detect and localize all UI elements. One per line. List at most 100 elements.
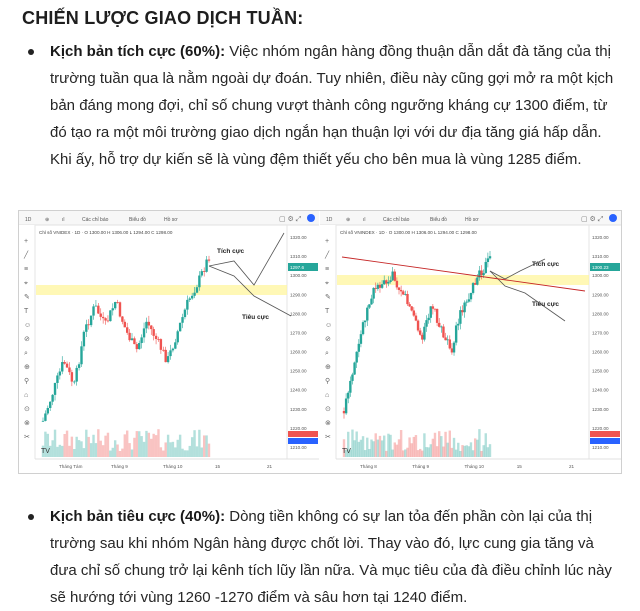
volume-bar (202, 435, 206, 457)
chart-left[interactable]: 1D ⊕ ıl Các chỉ báo Biểu đồ Hồ sơ ▢ ⚙ ⤢ + ╱ ≡ ⌖ ✎ T ☺… (19, 211, 319, 473)
toolbar-item[interactable]: Các chỉ báo (383, 216, 410, 223)
candle-body (469, 292, 473, 300)
drawing-tool-icon[interactable]: ⊙ (325, 406, 331, 413)
negative-scenario-label: Tiêu cực (242, 314, 269, 321)
drawing-tool-icon[interactable]: + (325, 238, 329, 245)
candle-body (183, 309, 187, 318)
tv-watermark: TV (342, 448, 351, 455)
drawing-tool-icon[interactable]: ☺ (24, 322, 31, 329)
drawing-tool-icon[interactable]: ☺ (325, 322, 332, 329)
volume-bar (454, 449, 458, 457)
price-tick-label: 1320.00 (592, 235, 609, 240)
chart-panel: 1D ⊕ ıl Các chỉ báo Biểu đồ Hồ sơ ▢ ⚙ ⤢ + ╱ ≡ ⌖ ✎ T ☺… (18, 210, 622, 474)
volume-bar (44, 431, 47, 457)
drawing-tool-icon[interactable]: ╱ (23, 250, 29, 259)
volume-bar (135, 431, 139, 457)
drawing-tool-icon[interactable]: ⌖ (24, 280, 28, 287)
drawing-tool-icon[interactable]: + (24, 238, 28, 245)
toolbar-item[interactable]: 1D (326, 217, 333, 223)
price-tick-label: 1270.00 (592, 330, 609, 335)
volume-bar (174, 447, 177, 457)
drawing-tool-icon[interactable]: T (325, 308, 330, 315)
volume-bar (461, 445, 464, 457)
volume-bar (150, 438, 153, 457)
candle-body (77, 364, 81, 368)
volume-bar (372, 441, 375, 457)
price-tick-label: 1280.00 (592, 311, 609, 316)
candle-body (484, 261, 487, 274)
volume-bar (347, 431, 350, 457)
volume-bar (440, 436, 443, 457)
drawing-toolbar (19, 225, 35, 459)
drawing-tool-icon[interactable]: T (24, 308, 29, 315)
volume-bar (121, 448, 124, 457)
candle-body (412, 310, 416, 316)
drawing-tool-icon[interactable]: ╱ (324, 250, 330, 259)
candle-body (176, 331, 179, 343)
toolbar-item[interactable]: ⊕ (346, 217, 350, 223)
candle-body (486, 258, 490, 262)
toolbar-item[interactable]: Hồ sơ (465, 217, 479, 223)
drawing-tool-icon[interactable]: ✎ (24, 294, 30, 301)
candle-body (351, 374, 354, 381)
toolbar-item[interactable]: Biểu đồ (129, 216, 146, 223)
drawing-tool-icon[interactable]: ⌂ (24, 392, 28, 399)
toolbar-item[interactable]: Biểu đồ (430, 216, 447, 223)
candle-body (147, 321, 151, 326)
drawing-tool-icon[interactable]: ⊗ (325, 420, 331, 427)
drawing-tool-icon[interactable]: ✂ (24, 434, 30, 441)
drawing-tool-icon[interactable]: ⊘ (24, 336, 30, 343)
candle-body (82, 331, 86, 347)
candle-body (53, 382, 57, 395)
drawing-tool-icon[interactable]: ⊘ (325, 336, 331, 343)
volume-bar (133, 437, 136, 457)
candle-body (56, 375, 59, 383)
toolbar-item[interactable]: Hồ sơ (164, 217, 178, 223)
candle-body (444, 337, 447, 341)
price-tick-label: 1310.00 (290, 254, 307, 259)
volume-bar (488, 444, 492, 457)
price-tick-label: 1220.00 (592, 426, 609, 431)
toolbar-icons: ▢ ⚙ ⤢ (581, 215, 604, 223)
candle-body (123, 321, 126, 328)
volume-bar (157, 429, 160, 457)
drawing-tool-icon[interactable]: ⚲ (325, 377, 330, 385)
volume-bar (207, 443, 211, 457)
volume-bar (429, 444, 432, 457)
toolbar-item[interactable]: ⊕ (45, 217, 49, 223)
toolbar-item[interactable]: 1D (25, 217, 32, 223)
bullet-dot (28, 49, 34, 55)
drawing-tool-icon[interactable]: ⌕ (24, 350, 28, 357)
drawing-tool-icon[interactable]: ≡ (24, 266, 28, 273)
volume-bar (109, 450, 112, 457)
toolbar-item[interactable]: Các chỉ báo (82, 216, 109, 223)
drawing-tool-icon[interactable]: ⌕ (325, 350, 329, 357)
drawing-tool-icon[interactable]: ⌖ (325, 280, 329, 287)
candle-body (480, 270, 483, 276)
drawing-tool-icon[interactable]: ⚲ (24, 377, 29, 385)
drawing-tool-icon[interactable]: ⊙ (24, 406, 30, 413)
volume-bar (438, 431, 441, 457)
volume-bar (387, 433, 390, 457)
chart-right[interactable]: 1D ⊕ ıl Các chỉ báo Biểu đồ Hồ sơ ▢ ⚙ ⤢ + ╱ ≡ ⌖ ✎ T ☺… (320, 211, 621, 473)
candle-body (130, 338, 134, 341)
drawing-tool-icon[interactable]: ⊕ (325, 364, 331, 371)
volume-bar (391, 449, 394, 457)
candle-body (94, 305, 98, 307)
drawing-tool-icon[interactable]: ⌂ (325, 392, 329, 399)
drawing-tool-icon[interactable]: ✂ (325, 434, 331, 441)
candle-body (116, 302, 119, 303)
drawing-tool-icon[interactable]: ⊕ (24, 364, 30, 371)
positive-scenario-arrow (208, 232, 285, 286)
candle-body (181, 317, 184, 323)
drawing-tool-icon[interactable]: ⊗ (24, 420, 30, 427)
drawing-tool-icon[interactable]: ≡ (325, 266, 329, 273)
drawing-tool-icon[interactable]: ✎ (325, 294, 331, 301)
toolbar-item[interactable]: ıl (62, 217, 65, 223)
volume-bar (482, 445, 485, 457)
time-tick-label: Tháng 9 (412, 464, 429, 469)
volume-bar (41, 445, 45, 457)
toolbar-item[interactable]: ıl (363, 217, 366, 223)
candle-body (65, 363, 69, 368)
candle-body (85, 324, 88, 332)
